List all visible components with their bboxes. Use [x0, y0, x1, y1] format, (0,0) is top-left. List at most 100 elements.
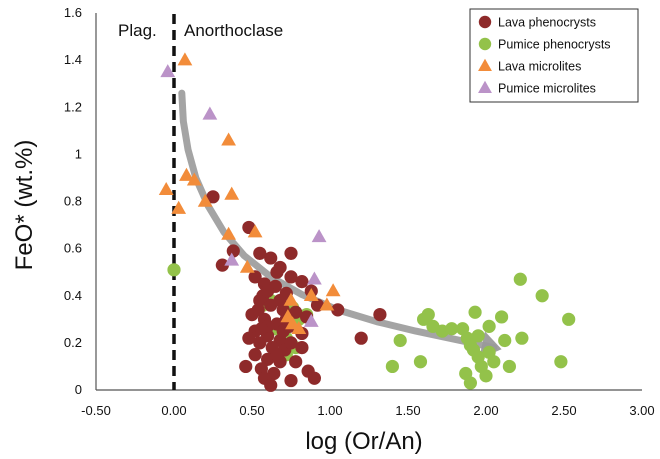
- lava-microlite-point: [224, 186, 240, 200]
- pumice-microlite-point: [160, 64, 176, 78]
- lava-phenocryst-point: [295, 340, 309, 355]
- x-tick-label: 0.50: [239, 403, 264, 418]
- y-tick-label: 0.6: [64, 241, 82, 256]
- lava-phenocryst-point: [264, 378, 278, 392]
- lava-phenocryst-point: [331, 303, 345, 317]
- pumice-phenocryst-point: [421, 308, 435, 322]
- y-tick-label: 1: [75, 146, 82, 161]
- lava-phenocryst-point: [264, 251, 278, 265]
- lava-phenocryst-point: [354, 331, 368, 345]
- trend-line-group: [178, 89, 502, 359]
- lava-microlite-point: [319, 297, 335, 311]
- lava-phenocryst-point: [248, 348, 262, 362]
- region-label-plag: Plag.: [118, 21, 157, 40]
- lava-microlite-point: [247, 224, 263, 238]
- lava-microlite-point: [291, 320, 307, 335]
- lava-phenocryst-point: [253, 246, 267, 260]
- lava-microlite-point: [283, 292, 299, 306]
- pumice-phenocryst-point: [471, 329, 485, 343]
- legend-marker-pumice-phenocryst: [478, 37, 492, 51]
- legend-marker-lava-phenocryst: [478, 15, 492, 29]
- lava-phenocryst-point: [373, 308, 387, 322]
- x-tick-label: 0.00: [161, 403, 186, 418]
- x-tick-labels: -0.50 0.00 0.50 1.00 1.50 2.00 2.50 3.00: [81, 403, 654, 418]
- x-tick-label: 1.00: [317, 403, 342, 418]
- lava-phenocryst-point: [284, 336, 298, 350]
- lava-phenocryst-point: [239, 359, 253, 374]
- pumice-microlite-point: [303, 313, 319, 327]
- lava-phenocryst-point: [273, 293, 287, 308]
- y-axis-title: FeO* (wt.%): [11, 140, 38, 271]
- pumice-phenocryst-point: [498, 333, 512, 348]
- pumice-phenocryst-point: [459, 366, 473, 381]
- lava-phenocryst-point: [253, 336, 267, 350]
- y-tick-label: 0: [75, 382, 82, 397]
- lava-phenocryst-point: [251, 303, 265, 317]
- pumice-phenocryst-point: [468, 305, 482, 319]
- pumice-phenocryst-point: [482, 319, 496, 333]
- x-axis-title: log (Or/An): [305, 428, 422, 455]
- pumice-phenocryst-point: [535, 289, 549, 303]
- y-tick-label: 1.4: [64, 52, 82, 67]
- lava-microlite-point: [303, 287, 319, 302]
- legend-label-pumice-microlite: Pumice microlites: [498, 82, 596, 96]
- lava-microlite-point: [177, 52, 193, 66]
- legend-label-lava-phenocryst: Lava phenocrysts: [498, 16, 596, 30]
- lava-phenocryst-point: [284, 246, 298, 260]
- x-tick-label: 2.50: [551, 403, 576, 418]
- y-tick-label: 1.2: [64, 99, 82, 114]
- pumice-phenocryst-point: [554, 355, 568, 369]
- lava-phenocryst-point: [226, 244, 240, 258]
- lava-phenocryst-point: [284, 270, 298, 284]
- lava-microlite-point: [179, 167, 194, 181]
- pumice-phenocryst-point: [495, 310, 509, 324]
- y-tick-label: 0.8: [64, 194, 82, 209]
- lava-phenocryst-point: [206, 190, 220, 204]
- x-tick-label: 3.00: [629, 403, 654, 418]
- y-tick-label: 0.4: [64, 288, 82, 303]
- pumice-phenocryst-point: [513, 272, 527, 286]
- pumice-microlite-point: [202, 106, 218, 120]
- lava-microlite-point: [197, 193, 213, 207]
- lava-microlite-point: [221, 132, 236, 146]
- lava-microlite-point: [171, 200, 187, 214]
- legend-label-lava-microlite: Lava microlites: [498, 60, 581, 74]
- lava-microlite-point: [221, 226, 236, 240]
- pumice-microlite-point: [307, 271, 322, 285]
- pumice-microlite-point: [224, 252, 240, 266]
- lava-phenocryst-point: [254, 322, 268, 336]
- pumice-phenocryst-point: [487, 355, 501, 369]
- x-tick-label: -0.50: [81, 403, 111, 418]
- lava-microlite-point: [325, 283, 341, 297]
- lava-phenocryst-point: [242, 331, 256, 345]
- lava-phenocryst-point: [289, 355, 303, 369]
- lava-phenocryst-point: [261, 284, 275, 298]
- pumice-phenocryst-point: [515, 331, 529, 345]
- pumice-phenocryst-point: [479, 369, 493, 383]
- legend: Lava phenocrysts Pumice phenocrysts Lava m…: [469, 8, 639, 103]
- lava-phenocryst-point: [284, 373, 298, 388]
- lava-phenocryst-point: [295, 275, 309, 289]
- pumice-phenocryst-point: [167, 263, 181, 277]
- lava-microlite-point: [239, 259, 255, 273]
- pumice-phenocryst-point: [413, 355, 428, 369]
- x-tick-label: 1.50: [395, 403, 420, 418]
- legend-box: [469, 8, 639, 103]
- legend-label-pumice-phenocryst: Pumice phenocrysts: [498, 38, 611, 52]
- lava-phenocryst-point: [289, 305, 303, 319]
- lava-phenocryst-point: [307, 371, 321, 385]
- pumice-microlite-point: [311, 229, 327, 243]
- legend-marker-lava-microlite: [478, 58, 492, 71]
- region-label-anorthoclase: Anorthoclase: [184, 21, 283, 40]
- pumice-phenocryst-point: [562, 312, 576, 326]
- lava-phenocryst-point: [215, 258, 229, 272]
- lava-phenocryst-point: [270, 265, 284, 279]
- x-tick-label: 2.00: [473, 403, 498, 418]
- pumice-phenocryst-point: [393, 333, 407, 348]
- y-tick-label: 0.2: [64, 335, 82, 350]
- pumice-phenocryst-point: [445, 322, 459, 336]
- pumice-phenocryst-point: [502, 359, 516, 374]
- lava-microlite-point: [158, 181, 174, 195]
- pumice-phenocryst-point: [385, 359, 399, 374]
